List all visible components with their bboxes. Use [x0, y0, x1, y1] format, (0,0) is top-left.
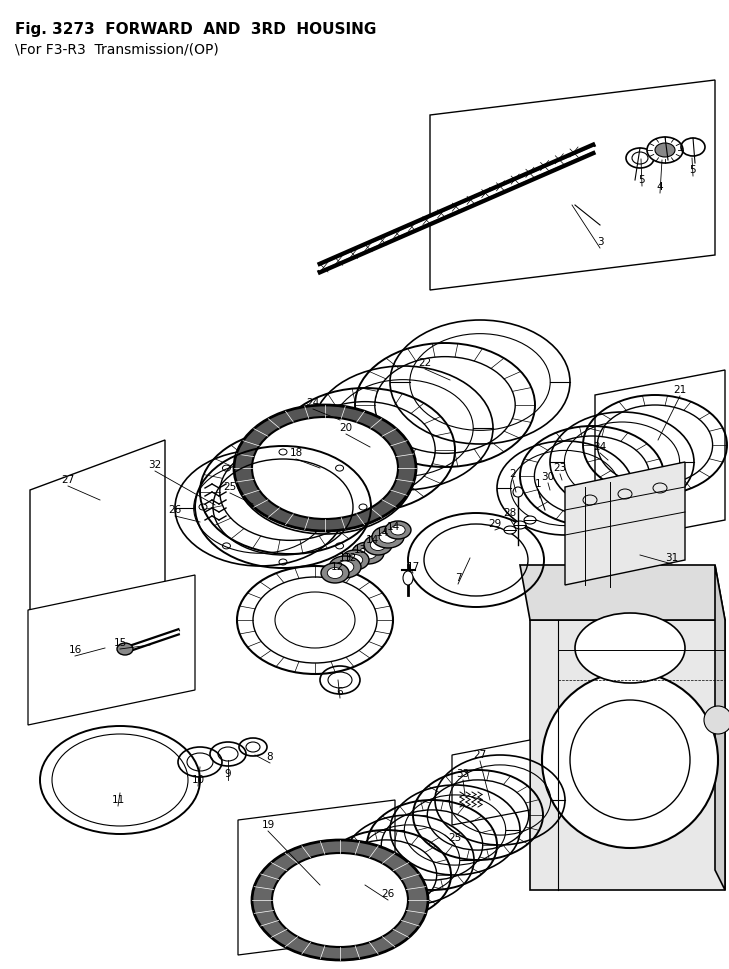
Text: 17: 17 [406, 562, 420, 572]
Ellipse shape [504, 526, 516, 534]
Text: 29: 29 [488, 519, 502, 529]
Text: 16: 16 [69, 645, 82, 655]
Polygon shape [715, 565, 725, 890]
Text: 21: 21 [674, 385, 687, 395]
Text: Fig. 3273  FORWARD  AND  3RD  HOUSING: Fig. 3273 FORWARD AND 3RD HOUSING [15, 22, 376, 37]
Text: 12: 12 [330, 562, 343, 572]
Text: 14: 14 [375, 528, 389, 538]
Ellipse shape [385, 521, 411, 539]
Text: 24: 24 [306, 398, 319, 408]
Text: 5: 5 [639, 175, 645, 185]
Polygon shape [238, 800, 395, 955]
Ellipse shape [336, 561, 354, 573]
Ellipse shape [524, 516, 536, 524]
Ellipse shape [655, 143, 675, 157]
Ellipse shape [575, 613, 685, 683]
Text: \For F3-R3  Transmission/(OP): \For F3-R3 Transmission/(OP) [15, 42, 219, 56]
Text: 14: 14 [386, 522, 399, 532]
Ellipse shape [626, 148, 654, 168]
Ellipse shape [252, 417, 398, 519]
Ellipse shape [372, 526, 404, 548]
Polygon shape [28, 575, 195, 725]
Text: 24: 24 [593, 442, 607, 452]
Text: 32: 32 [149, 460, 162, 470]
Ellipse shape [379, 531, 397, 543]
Ellipse shape [341, 550, 369, 570]
Text: 20: 20 [340, 423, 353, 433]
Text: 13: 13 [338, 553, 351, 563]
Text: 4: 4 [657, 182, 663, 192]
Polygon shape [530, 620, 725, 890]
Text: 27: 27 [473, 750, 487, 760]
Ellipse shape [632, 152, 648, 164]
Text: 10: 10 [192, 775, 205, 785]
Ellipse shape [403, 571, 413, 585]
Text: 26: 26 [381, 889, 394, 899]
Ellipse shape [117, 643, 133, 655]
Ellipse shape [272, 853, 408, 947]
Polygon shape [30, 440, 165, 640]
Ellipse shape [234, 405, 416, 531]
Text: 1: 1 [534, 479, 542, 489]
Ellipse shape [513, 487, 523, 497]
Text: 9: 9 [225, 769, 231, 779]
Text: 15: 15 [114, 638, 127, 648]
Ellipse shape [370, 540, 386, 550]
Text: 25: 25 [223, 482, 237, 492]
Text: 30: 30 [542, 472, 555, 482]
Ellipse shape [327, 568, 343, 578]
Text: 33: 33 [456, 769, 469, 779]
Text: 12: 12 [343, 553, 356, 563]
Ellipse shape [352, 542, 384, 564]
Polygon shape [452, 740, 530, 825]
Text: 28: 28 [504, 508, 517, 518]
Text: 25: 25 [448, 833, 461, 843]
Text: 8: 8 [267, 752, 273, 762]
Text: 13: 13 [354, 545, 367, 555]
Text: 31: 31 [666, 553, 679, 563]
Text: 2: 2 [510, 469, 516, 479]
Ellipse shape [704, 706, 729, 734]
Text: 5: 5 [690, 165, 696, 175]
Polygon shape [565, 462, 685, 585]
Ellipse shape [347, 554, 363, 566]
Text: 19: 19 [262, 820, 275, 830]
Text: 26: 26 [168, 505, 182, 515]
Polygon shape [430, 80, 715, 290]
Text: 6: 6 [337, 687, 343, 697]
Ellipse shape [391, 525, 405, 535]
Text: 23: 23 [553, 463, 566, 473]
Ellipse shape [359, 547, 377, 559]
Polygon shape [595, 370, 725, 545]
Text: 7: 7 [455, 573, 461, 583]
Text: 18: 18 [289, 448, 303, 458]
Text: 14: 14 [365, 535, 378, 545]
Ellipse shape [364, 535, 392, 555]
Ellipse shape [321, 563, 349, 583]
Text: 27: 27 [61, 475, 74, 485]
Ellipse shape [647, 137, 683, 163]
Ellipse shape [542, 672, 718, 848]
Polygon shape [520, 565, 725, 620]
Text: 22: 22 [418, 358, 432, 368]
Ellipse shape [329, 556, 361, 578]
Ellipse shape [514, 521, 526, 529]
Text: 11: 11 [112, 795, 125, 805]
Ellipse shape [252, 840, 428, 960]
Text: 3: 3 [597, 237, 604, 247]
